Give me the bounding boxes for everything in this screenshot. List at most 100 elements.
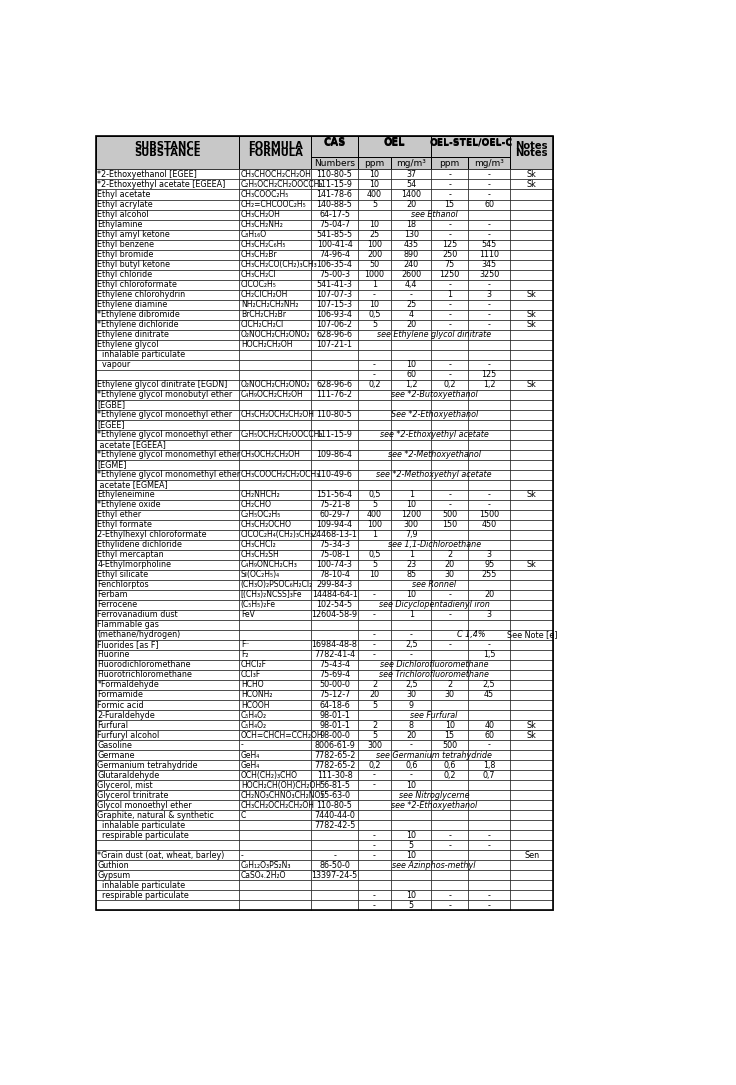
Bar — [311, 650, 358, 660]
Bar — [468, 680, 511, 690]
Text: -: - — [488, 640, 491, 650]
Text: 111-30-8: 111-30-8 — [316, 770, 353, 780]
Bar — [468, 157, 511, 169]
Bar — [239, 690, 311, 700]
Bar — [311, 730, 358, 740]
Text: -: - — [488, 280, 491, 289]
Bar — [431, 500, 468, 510]
Bar — [358, 489, 391, 500]
Bar — [239, 489, 311, 500]
Bar — [431, 340, 468, 349]
Text: -: - — [373, 611, 376, 620]
Bar — [358, 290, 391, 299]
Text: Sk: Sk — [527, 310, 537, 319]
Bar — [431, 600, 468, 610]
Text: Glycerol trinitrate: Glycerol trinitrate — [97, 791, 169, 800]
Bar — [431, 299, 468, 309]
Bar — [511, 136, 553, 157]
Bar — [96, 240, 239, 250]
Bar — [391, 330, 431, 340]
Text: 5: 5 — [372, 320, 377, 329]
Bar — [431, 309, 468, 320]
Text: Ethyl butyl ketone: Ethyl butyl ketone — [97, 260, 171, 269]
Bar — [239, 136, 311, 157]
Bar — [239, 380, 311, 390]
Bar — [391, 890, 431, 901]
Text: Ethylene glycol: Ethylene glycol — [97, 340, 159, 349]
Text: 10: 10 — [369, 170, 380, 179]
Text: *Ethylene dibromide: *Ethylene dibromide — [97, 310, 180, 319]
Bar — [96, 349, 239, 359]
Bar — [431, 529, 468, 540]
Text: 400: 400 — [367, 190, 382, 199]
Bar — [391, 640, 431, 650]
Text: 240: 240 — [404, 260, 419, 269]
Bar — [391, 480, 431, 489]
Text: -: - — [448, 590, 451, 599]
Bar — [468, 860, 511, 870]
Text: ppm: ppm — [364, 158, 385, 168]
Bar — [96, 770, 239, 780]
Text: 20: 20 — [369, 690, 380, 700]
Bar — [239, 680, 311, 690]
Bar — [96, 157, 239, 169]
Text: -: - — [373, 590, 376, 599]
Bar — [239, 570, 311, 579]
Bar — [468, 320, 511, 330]
Bar — [511, 600, 553, 610]
Bar — [391, 179, 431, 190]
Text: *Ethylene glycol monoethyl ether: *Ethylene glycol monoethyl ether — [97, 410, 233, 419]
Text: mg/m³: mg/m³ — [397, 158, 426, 168]
Text: GeH₄: GeH₄ — [241, 761, 260, 769]
Bar — [468, 579, 511, 590]
Bar — [431, 209, 468, 219]
Text: 1,2: 1,2 — [405, 380, 417, 390]
Bar — [239, 840, 311, 851]
Text: see Furfural: see Furfural — [411, 711, 458, 719]
Bar — [239, 800, 311, 810]
Bar — [391, 299, 431, 309]
Text: Germane: Germane — [97, 751, 135, 760]
Text: O₂NOCH₂CH₂ONO₂: O₂NOCH₂CH₂ONO₂ — [241, 330, 311, 340]
Bar — [96, 200, 239, 209]
Text: 10: 10 — [369, 220, 380, 229]
Text: CAS: CAS — [323, 137, 346, 148]
Text: 541-41-3: 541-41-3 — [316, 280, 353, 289]
Bar — [239, 630, 311, 640]
Bar — [468, 510, 511, 520]
Bar — [96, 780, 239, 790]
Text: 5: 5 — [372, 701, 377, 710]
Text: CH₃CHCl₂: CH₃CHCl₂ — [241, 540, 277, 549]
Text: 60: 60 — [484, 730, 494, 740]
Text: FeV: FeV — [241, 611, 255, 620]
Bar — [358, 650, 391, 660]
Text: 2-Furaldehyde: 2-Furaldehyde — [97, 711, 155, 719]
Text: 75-12-7: 75-12-7 — [319, 690, 350, 700]
Bar — [239, 480, 311, 489]
Bar — [391, 870, 431, 880]
Bar — [239, 190, 311, 200]
Text: -: - — [488, 360, 491, 369]
Bar — [239, 880, 311, 890]
Text: 50: 50 — [369, 260, 380, 269]
Text: 106-35-4: 106-35-4 — [316, 260, 353, 269]
Bar — [311, 579, 358, 590]
Bar — [511, 439, 553, 450]
Text: Sen: Sen — [524, 851, 539, 859]
Bar — [431, 470, 468, 480]
Bar — [239, 290, 311, 299]
Bar — [511, 830, 553, 840]
Text: -: - — [448, 490, 451, 499]
Bar — [468, 810, 511, 820]
Bar — [431, 410, 468, 420]
Text: *2-Ethoxyethyl acetate [EGEEA]: *2-Ethoxyethyl acetate [EGEEA] — [97, 180, 226, 189]
Bar — [431, 450, 468, 460]
Text: see Ethylene glycol dinitrate: see Ethylene glycol dinitrate — [377, 330, 491, 340]
Text: [EGEE]: [EGEE] — [97, 420, 125, 430]
Text: 50-00-0: 50-00-0 — [319, 680, 350, 689]
Text: Gasoline: Gasoline — [97, 741, 132, 750]
Text: 5: 5 — [408, 901, 414, 909]
Text: see *2-Ethoxyethyl acetate: see *2-Ethoxyethyl acetate — [380, 431, 489, 439]
Text: 20: 20 — [406, 200, 417, 209]
Text: Sk: Sk — [527, 170, 537, 179]
